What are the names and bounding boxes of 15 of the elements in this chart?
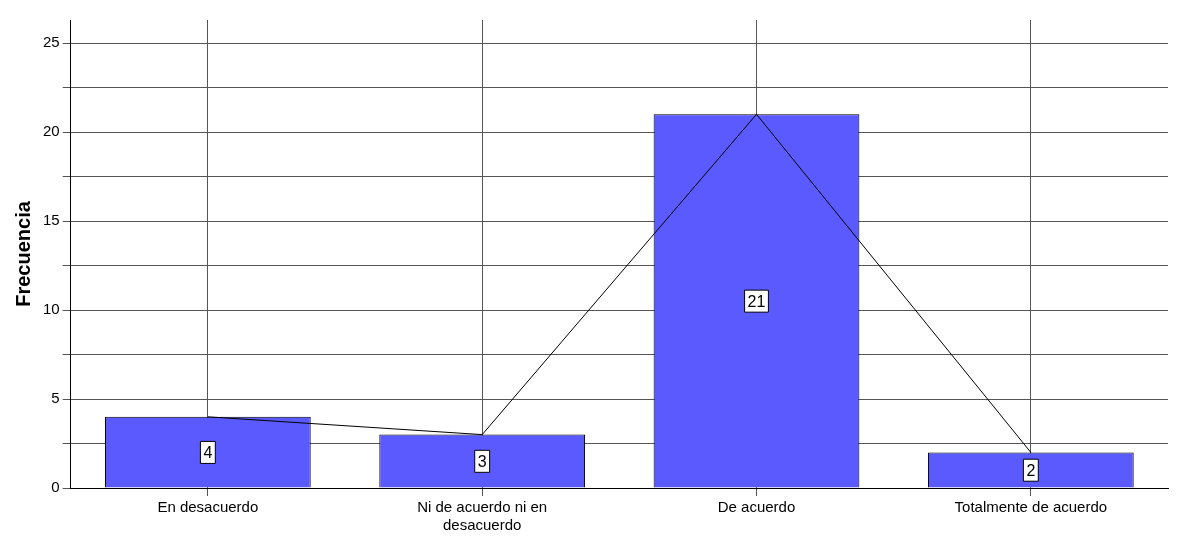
x-tick-label: De acuerdo xyxy=(717,498,796,516)
data-label: 2 xyxy=(1026,461,1036,479)
y-tick-label: 0 xyxy=(51,478,60,496)
data-label: 21 xyxy=(747,292,766,310)
y-tick-label: 10 xyxy=(43,300,60,318)
y-tick-label: 20 xyxy=(43,122,60,140)
y-tick-label: 25 xyxy=(43,33,60,51)
x-tick-label: Ni de acuerdo ni en desacuerdo xyxy=(417,498,548,534)
y-axis-title: Frecuencia xyxy=(11,200,34,307)
y-tick-label: 5 xyxy=(51,389,60,407)
data-label: 3 xyxy=(477,452,487,470)
x-tick-label: En desacuerdo xyxy=(157,498,259,516)
data-label: 4 xyxy=(203,443,213,461)
x-tick-label: Totalmente de acuerdo xyxy=(954,498,1108,516)
y-tick-label: 15 xyxy=(43,211,60,229)
